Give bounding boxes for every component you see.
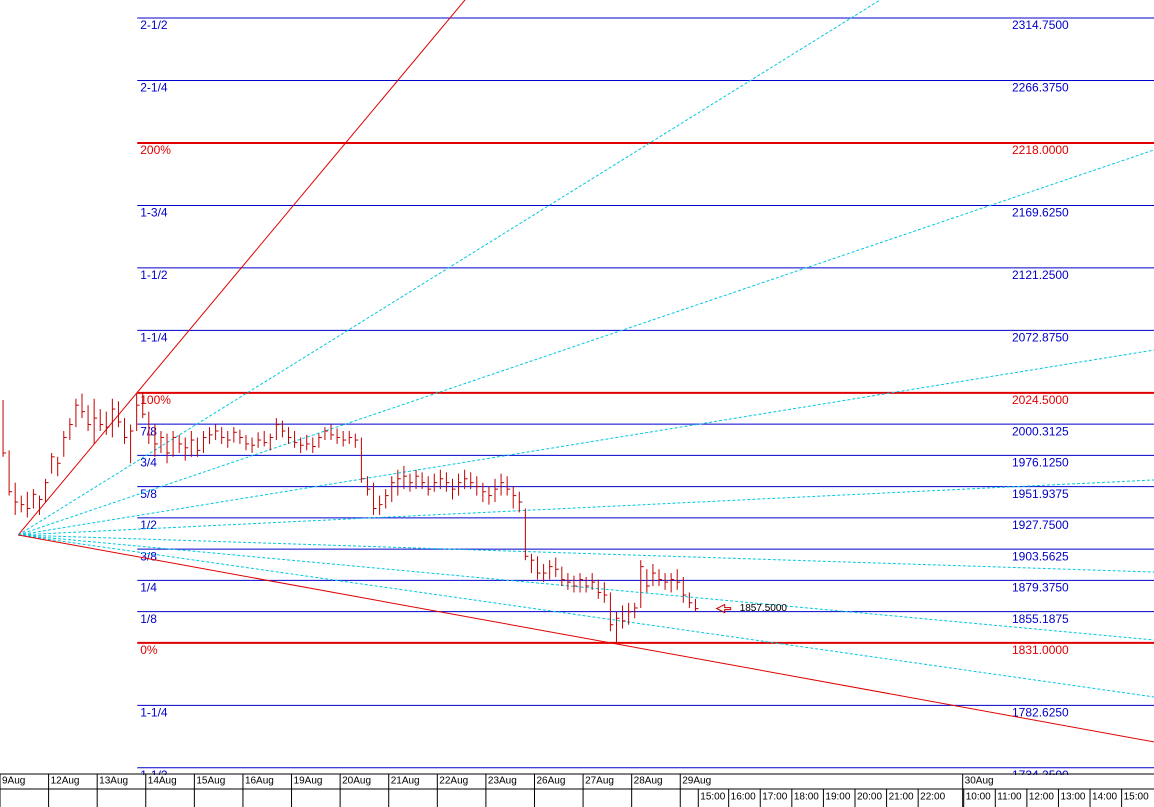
hour-tick-label: 14:00: [1092, 792, 1117, 803]
x-tick-label: 28Aug: [634, 776, 663, 787]
x-tick-label: 23Aug: [488, 776, 517, 787]
plot-area: 2-1/2 2314.7500 2-1/4 2266.3750 200% 2218.000…: [2, 0, 1154, 782]
level-price: 2121.2500: [1012, 268, 1069, 282]
hour-tick-label: 13:00: [1060, 792, 1085, 803]
hour-tick-label: 19:00: [825, 792, 850, 803]
hour-tick-label: 21:00: [889, 792, 914, 803]
level-fraction: 0%: [140, 643, 158, 657]
x-tick-label: 12Aug: [51, 776, 80, 787]
x-tick-label: 26Aug: [536, 776, 565, 787]
last-price-label: 1857.5000: [740, 603, 788, 614]
x-tick-label: 14Aug: [148, 776, 177, 787]
level-price: 2072.8750: [1012, 331, 1069, 345]
level-price: 1927.7500: [1012, 518, 1069, 532]
x-tick-label: 21Aug: [391, 776, 420, 787]
fan-line: [17, 0, 466, 536]
level-price: 1903.5625: [1012, 549, 1069, 563]
time-axis: 9Aug 12Aug 13Aug 14Aug 15Aug 16Aug 19Aug 20Aug 2…: [0, 773, 1154, 807]
fan-line: [18, 349, 1154, 536]
level-fraction: 3/4: [140, 456, 157, 470]
hour-tick-label: 20:00: [857, 792, 882, 803]
hour-tick-label: 11:00: [997, 792, 1022, 803]
level-fraction: 3/8: [140, 549, 157, 563]
x-tick-label: 30Aug: [965, 776, 994, 787]
last-price-arrow: [715, 603, 732, 614]
level-fraction: 2-1/4: [140, 81, 168, 95]
level-price: 1976.1250: [1012, 456, 1069, 470]
level-fraction: 1/2: [140, 518, 157, 532]
level-fraction: 200%: [140, 143, 171, 157]
level-price: 1831.0000: [1012, 643, 1069, 657]
level-fraction: 1-1/4: [140, 705, 168, 719]
level-price: 2266.3750: [1012, 81, 1069, 95]
fan-line: [18, 479, 1154, 536]
level-fraction: 5/8: [140, 487, 157, 501]
fan-line: [18, 149, 1154, 536]
level-fraction: 1-1/2: [140, 768, 168, 782]
level-fraction: 1/4: [140, 581, 157, 595]
x-tick-label: 20Aug: [342, 776, 371, 787]
x-tick-label: 22Aug: [439, 776, 468, 787]
fan-line: [18, 534, 1154, 743]
level-fraction: 1/8: [140, 612, 157, 626]
fan-line: [18, 534, 1154, 698]
level-fraction: 100%: [140, 393, 171, 407]
level-price: 1951.9375: [1012, 487, 1069, 501]
hour-tick-label: 22:00: [920, 792, 945, 803]
level-fraction: 1-1/4: [140, 331, 168, 345]
level-fraction: 1-3/4: [140, 206, 168, 220]
level-fraction: 2-1/2: [140, 18, 168, 32]
hour-tick-label: 10:00: [966, 792, 991, 803]
hour-tick-label: 15:00: [700, 792, 725, 803]
hour-tick-label: 16:00: [731, 792, 756, 803]
level-price: 1855.1875: [1012, 612, 1069, 626]
x-tick-label: 9Aug: [2, 776, 25, 787]
level-price: 2314.7500: [1012, 18, 1069, 32]
hour-tick-label: 17:00: [762, 792, 787, 803]
level-price: 2000.3125: [1012, 424, 1069, 438]
x-tick-label: 15Aug: [196, 776, 225, 787]
level-price: 1879.3750: [1012, 581, 1069, 595]
x-tick-label: 19Aug: [294, 776, 323, 787]
x-tick-label: 29Aug: [682, 776, 711, 787]
hour-tick-label: 18:00: [794, 792, 819, 803]
hour-tick-label: 15:00: [1124, 792, 1149, 803]
level-price: 2169.6250: [1012, 206, 1069, 220]
level-fraction: 1-1/2: [140, 268, 168, 282]
fan-line: [18, 534, 1154, 573]
level-price: 1782.6250: [1012, 705, 1069, 719]
level-price: 2218.0000: [1012, 143, 1069, 157]
x-tick-label: 27Aug: [585, 776, 614, 787]
level-price: 2024.5000: [1012, 393, 1069, 407]
level-price: 1734.2500: [1012, 768, 1069, 782]
x-tick-label: 13Aug: [99, 776, 128, 787]
fan-line: [17, 0, 882, 536]
x-tick-label: 16Aug: [245, 776, 274, 787]
hour-tick-label: 12:00: [1029, 792, 1054, 803]
